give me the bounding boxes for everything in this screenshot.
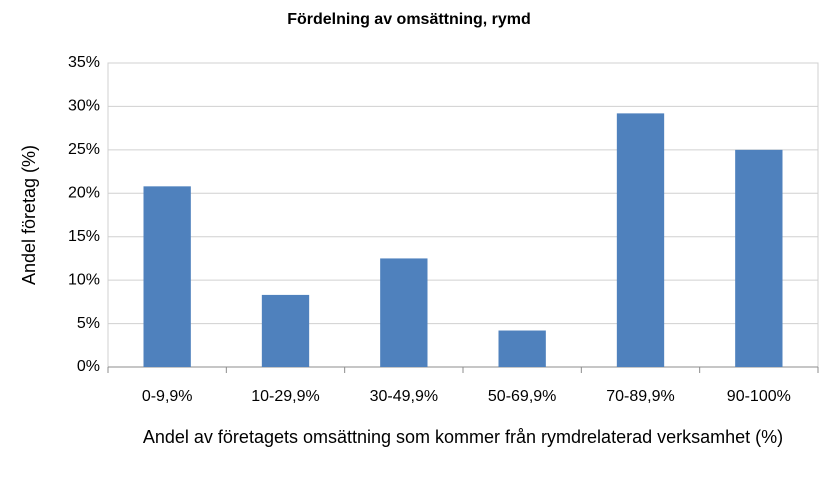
bar <box>735 149 783 367</box>
y-tick-label: 35% <box>68 54 100 71</box>
x-tick-label: 10-29,9% <box>251 388 320 405</box>
x-tick-label: 0-9,9% <box>142 388 193 405</box>
x-axis-label: Andel av företagets omsättning som komme… <box>142 427 784 447</box>
bar <box>261 294 310 367</box>
x-tick-label: 50-69,9% <box>488 388 557 405</box>
x-tick-label: 90-100% <box>727 388 791 405</box>
y-tick-label: 30% <box>68 98 100 115</box>
x-tick-label: 30-49,9% <box>370 388 439 405</box>
y-tick-label: 10% <box>68 271 100 288</box>
plot-area <box>107 62 819 368</box>
y-tick-label: 15% <box>68 228 100 245</box>
y-tick-label: 0% <box>77 358 100 375</box>
bar <box>498 330 546 367</box>
bar <box>616 113 665 368</box>
bar <box>143 186 191 367</box>
y-tick-label: 5% <box>77 315 100 332</box>
y-tick-label: 20% <box>68 185 100 202</box>
y-axis-label: Andel företag (%) <box>19 145 39 285</box>
x-tick-label: 70-89,9% <box>606 388 675 405</box>
bar <box>380 258 428 367</box>
chart-title: Fördelning av omsättning, rymd <box>287 11 531 28</box>
y-tick-label: 25% <box>68 141 100 158</box>
